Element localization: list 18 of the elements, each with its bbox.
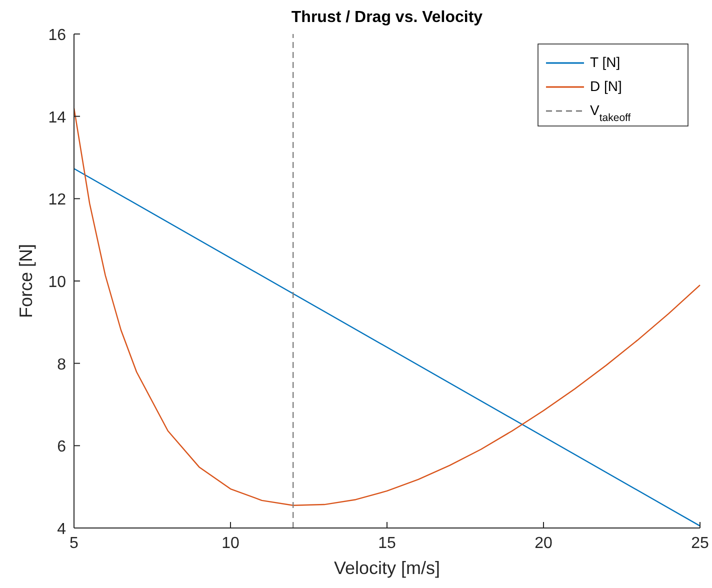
x-tick-label: 10 (222, 535, 240, 552)
y-tick-label: 10 (48, 274, 66, 291)
chart-title: Thrust / Drag vs. Velocity (291, 9, 483, 26)
x-tick-label: 15 (378, 535, 396, 552)
x-axis-title: Velocity [m/s] (334, 558, 440, 578)
y-tick-label: 8 (57, 356, 66, 374)
y-tick-label: 14 (48, 109, 66, 126)
x-tick-label: 5 (70, 535, 79, 552)
y-tick-label: 4 (57, 521, 66, 538)
y-tick-label: 6 (57, 438, 66, 456)
legend-label: D [N] (590, 78, 622, 94)
x-tick-label: 20 (534, 535, 552, 552)
legend-label: V$_{takeoff}$ (590, 102, 631, 124)
y-tick-label: 12 (48, 192, 66, 209)
legend-label: T [N] (590, 54, 620, 70)
x-tick-label: 25 (691, 535, 709, 552)
y-axis-title: Force [N] (16, 244, 36, 318)
y-tick-label: 16 (48, 27, 66, 44)
